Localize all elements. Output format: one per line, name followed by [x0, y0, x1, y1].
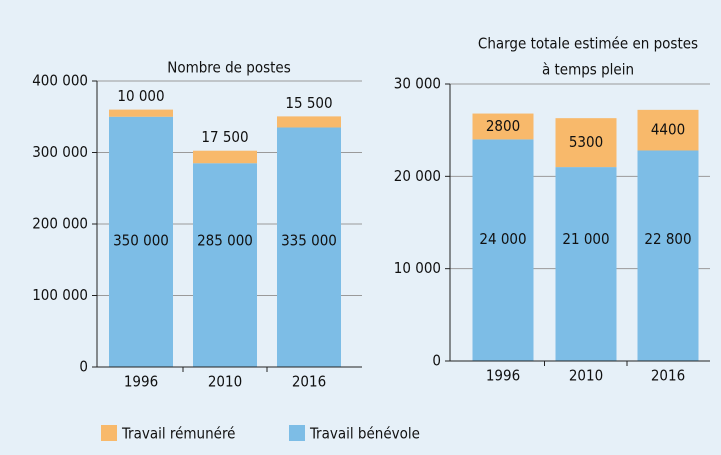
data-label: 10 000 — [117, 87, 164, 105]
y-tick-label: 0 — [79, 358, 88, 376]
bar-segment — [193, 163, 257, 367]
y-tick-label: 10 000 — [394, 259, 441, 277]
legend-swatch — [289, 425, 305, 441]
bar-segment — [277, 127, 341, 367]
bar-segment — [472, 113, 534, 140]
legend-label: Travail bénévole — [309, 425, 420, 443]
bar-segment — [637, 109, 699, 151]
legend-swatch — [101, 425, 117, 441]
data-label: 285 000 — [197, 232, 253, 250]
y-tick-label: 100 000 — [32, 286, 88, 304]
x-tick-label: 1996 — [486, 367, 520, 385]
chart-title: à temps plein — [542, 61, 634, 79]
data-label: 21 000 — [562, 230, 609, 248]
data-label: 350 000 — [113, 232, 169, 250]
x-tick-label: 2016 — [292, 373, 326, 391]
bar-segment — [555, 167, 617, 361]
chart-title: Nombre de postes — [167, 59, 291, 77]
y-tick-label: 30 000 — [394, 75, 441, 93]
data-label: 335 000 — [281, 232, 337, 250]
x-tick-label: 2010 — [569, 367, 603, 385]
data-label: 15 500 — [285, 94, 332, 112]
data-label: 2800 — [486, 117, 520, 135]
bar-segment — [277, 116, 341, 128]
y-tick-label: 200 000 — [32, 215, 88, 233]
y-tick-label: 0 — [432, 352, 441, 370]
bar-segment — [109, 116, 173, 367]
y-tick-label: 300 000 — [32, 143, 88, 161]
y-tick-label: 20 000 — [394, 167, 441, 185]
y-tick-label: 400 000 — [32, 72, 88, 90]
data-label: 17 500 — [201, 128, 248, 146]
data-label: 5300 — [569, 133, 603, 151]
data-label: 4400 — [651, 121, 685, 139]
bar-segment — [109, 109, 173, 117]
bar-segment — [637, 150, 699, 361]
chart-title: Charge totale estimée en postes — [478, 35, 698, 53]
data-label: 22 800 — [644, 230, 691, 248]
bar-segment — [193, 150, 257, 164]
legend-label: Travail rémunéré — [121, 425, 236, 443]
x-tick-label: 2010 — [208, 373, 242, 391]
bar-segment — [555, 118, 617, 168]
data-label: 24 000 — [479, 230, 526, 248]
x-tick-label: 2016 — [651, 367, 685, 385]
bar-segment — [472, 139, 534, 361]
x-tick-label: 1996 — [124, 373, 158, 391]
